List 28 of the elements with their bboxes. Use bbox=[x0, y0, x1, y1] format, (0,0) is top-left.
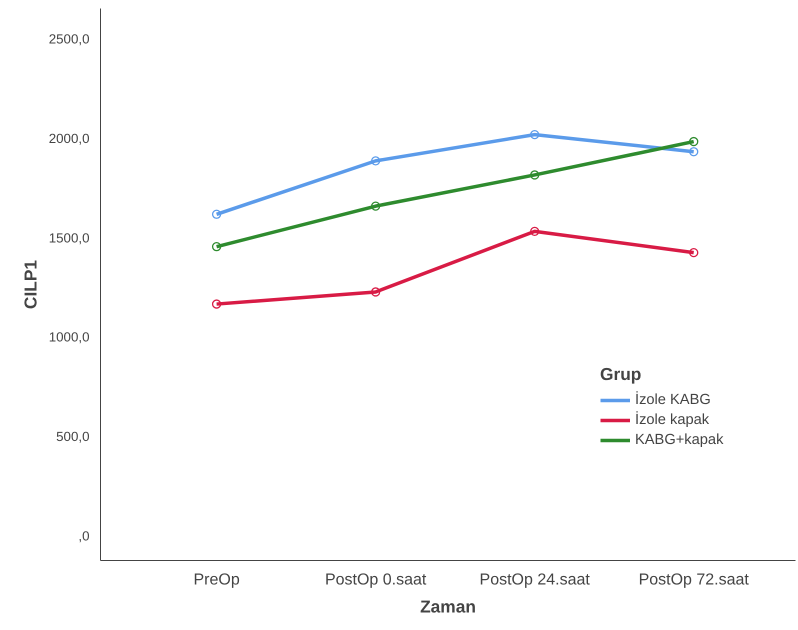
point bbox=[689, 248, 698, 258]
point bbox=[370, 201, 380, 211]
x-axis-title: Zaman bbox=[420, 596, 476, 616]
y-tick-label: 500,0 bbox=[56, 428, 90, 444]
y-tick-label: ,0 bbox=[78, 528, 90, 544]
point bbox=[212, 242, 222, 252]
x-tick-label: PostOp 0.saat bbox=[324, 572, 427, 588]
point bbox=[530, 226, 540, 236]
point bbox=[370, 156, 380, 166]
point bbox=[689, 136, 698, 146]
legend-title: Grup bbox=[600, 364, 642, 385]
y-tick-label: 1500,0 bbox=[48, 230, 90, 246]
point bbox=[212, 210, 222, 219]
x-tick-label: PostOp 24.saat bbox=[480, 572, 590, 588]
legend-label: KABG+kapak bbox=[635, 432, 724, 448]
y-tick-label: 1000,0 bbox=[48, 330, 90, 345]
point bbox=[530, 130, 540, 140]
x-tick-label: PreOp bbox=[193, 572, 240, 588]
y-axis-title: CILP1 bbox=[20, 260, 41, 310]
point bbox=[530, 170, 540, 180]
y-tick-label: 2000,0 bbox=[48, 131, 90, 146]
point bbox=[212, 299, 222, 309]
y-tick-label: 2500,0 bbox=[48, 32, 90, 47]
legend-label: İzole KABG bbox=[635, 392, 711, 408]
legend-label: İzole kapak bbox=[635, 412, 710, 428]
x-tick-label: PostOp 72.saat bbox=[638, 572, 750, 588]
point bbox=[689, 147, 698, 156]
point bbox=[370, 287, 380, 297]
